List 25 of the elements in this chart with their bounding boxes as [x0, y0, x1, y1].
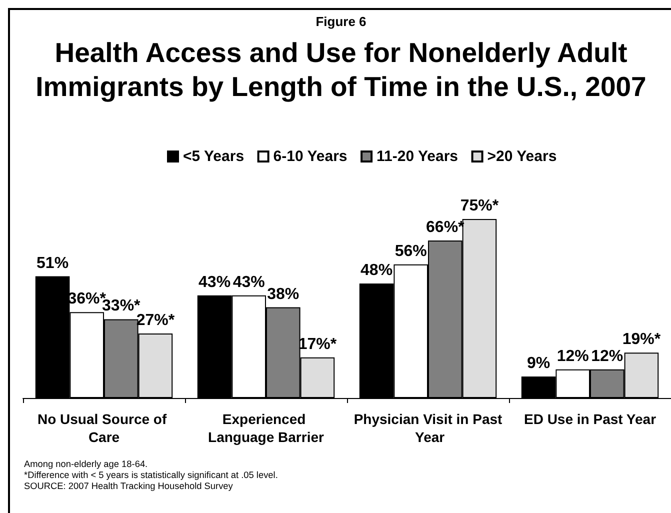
- legend-label: 6-10 Years: [273, 148, 348, 165]
- data-label: 27%*: [136, 312, 176, 330]
- data-label: 43%: [232, 274, 265, 291]
- x-tick-label: No Usual Source of Care: [37, 411, 171, 445]
- data-label: 38%: [267, 286, 300, 303]
- data-label: 43%: [198, 274, 231, 291]
- data-label: 19%*: [622, 331, 662, 348]
- data-label: 56%: [394, 242, 427, 260]
- data-label: 48%: [360, 262, 393, 279]
- chart-title: Health Access and Use for Nonelderly Adult Immigrants by Length of Time in the U.S., 2007: [34, 36, 648, 104]
- data-label: 51%: [36, 254, 69, 272]
- x-tick-label: Experienced Language Barrier: [208, 411, 325, 445]
- data-label: 12%: [556, 348, 589, 365]
- legend-label: >20 Years: [487, 148, 557, 165]
- data-label: 75%*: [460, 198, 500, 214]
- source-note: SOURCE: 2007 Health Tracking Household Survey: [24, 481, 234, 492]
- x-tick-label: ED Use in Past Year: [524, 411, 657, 427]
- text: Among non-elderly age 18-64.: [24, 459, 149, 470]
- data-label: 9%: [526, 355, 550, 372]
- data-label: 12%: [591, 348, 624, 365]
- x-tick-label: Physician Visit in Past Year: [354, 411, 503, 445]
- legend-label: 11-20 Years: [376, 148, 458, 165]
- legend-label: <5 Years: [183, 148, 244, 165]
- text: *Difference with < 5 years is statistically significant at .05 level.: [24, 470, 278, 481]
- chart-subtitle: Figure 6: [314, 14, 368, 29]
